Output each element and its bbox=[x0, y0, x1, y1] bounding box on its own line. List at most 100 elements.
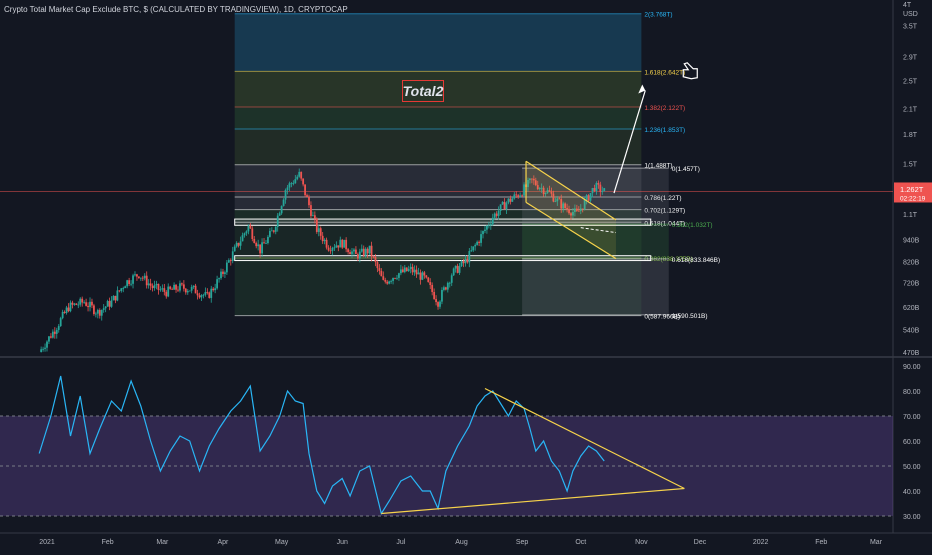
candle-body bbox=[317, 228, 320, 232]
candle-body bbox=[562, 203, 565, 209]
channel-lower-line bbox=[525, 201, 617, 260]
candle-body bbox=[593, 188, 596, 192]
candle-body bbox=[468, 251, 471, 263]
candle-body bbox=[450, 275, 453, 283]
candle-body bbox=[570, 213, 572, 216]
candle-body bbox=[304, 184, 306, 196]
candle-body bbox=[431, 285, 434, 292]
candle-body bbox=[380, 270, 383, 277]
candle-body bbox=[480, 234, 482, 243]
candle-body bbox=[137, 276, 140, 279]
candle-body bbox=[390, 280, 393, 282]
candle-body bbox=[441, 289, 443, 302]
candle-body bbox=[542, 187, 545, 195]
candle-body bbox=[552, 193, 555, 202]
candle-body bbox=[601, 191, 604, 193]
candle-body bbox=[446, 282, 449, 290]
candle-body bbox=[233, 246, 236, 252]
price-axis-tick: 2.5T bbox=[903, 78, 918, 85]
price-axis-unit: USD bbox=[903, 11, 918, 18]
candle-body bbox=[280, 206, 283, 214]
candle-body bbox=[417, 272, 420, 275]
candle-body bbox=[57, 326, 60, 330]
candle-body bbox=[237, 242, 240, 246]
candle-body bbox=[331, 247, 334, 251]
candle-body bbox=[65, 307, 68, 313]
candle-body bbox=[560, 199, 563, 209]
projection-dashed-line bbox=[580, 227, 617, 234]
candle-body bbox=[499, 204, 502, 211]
price-pane bbox=[0, 0, 893, 356]
candle-body bbox=[521, 195, 524, 197]
candle-body bbox=[290, 183, 293, 185]
candle-body bbox=[222, 271, 224, 274]
candle-body bbox=[587, 195, 590, 201]
candle-body bbox=[278, 213, 281, 216]
candle-body bbox=[401, 269, 404, 273]
candle-body bbox=[329, 250, 332, 252]
candle-body bbox=[268, 230, 271, 237]
price-axis-tick: 2.9T bbox=[903, 54, 918, 61]
candle-body bbox=[482, 231, 484, 235]
time-axis-tick: 2022 bbox=[753, 539, 769, 546]
candle-body bbox=[556, 198, 559, 202]
candle-body bbox=[257, 244, 260, 247]
time-axis-tick: Jul bbox=[396, 539, 405, 546]
fib-band bbox=[234, 107, 642, 130]
candle-body bbox=[564, 203, 567, 209]
candle-body bbox=[349, 252, 351, 255]
candle-body bbox=[89, 301, 91, 308]
candle-body bbox=[386, 281, 389, 284]
time-axis-tick: Feb bbox=[815, 539, 827, 546]
candle-body bbox=[478, 241, 480, 243]
candle-body bbox=[460, 261, 463, 267]
candle-body bbox=[366, 248, 369, 254]
time-axis-tick: Aug bbox=[455, 539, 468, 546]
candle-body bbox=[403, 267, 406, 273]
candle-body bbox=[46, 341, 48, 348]
candle-body bbox=[286, 187, 289, 191]
fib-level-label-small: 1(590.501B) bbox=[672, 313, 708, 320]
candle-body bbox=[276, 215, 279, 227]
candle-body bbox=[540, 187, 543, 189]
candle-body bbox=[114, 295, 117, 301]
candle-body bbox=[409, 266, 412, 269]
candle-body bbox=[532, 178, 535, 181]
candle-body bbox=[374, 256, 377, 263]
candle-body bbox=[574, 208, 576, 212]
candle-body bbox=[544, 192, 547, 195]
fib-level-label-small: 0(1.457T) bbox=[672, 166, 700, 173]
price-axis-tick: 4T bbox=[903, 2, 912, 9]
candle-body bbox=[157, 283, 160, 290]
candle-body bbox=[310, 205, 312, 216]
candle-body bbox=[169, 286, 172, 289]
candle-body bbox=[120, 288, 123, 291]
candle-body bbox=[398, 273, 400, 278]
candle-body bbox=[399, 269, 402, 274]
fib-band-small bbox=[522, 258, 669, 315]
candle-body bbox=[517, 195, 520, 197]
candle-body bbox=[306, 195, 308, 197]
candle-body bbox=[91, 301, 93, 306]
candle-body bbox=[364, 248, 367, 256]
candle-body bbox=[51, 331, 54, 338]
candle-body bbox=[50, 336, 52, 338]
breakout-arrow-line bbox=[613, 90, 646, 194]
candle-body bbox=[505, 202, 508, 210]
candle-body bbox=[163, 288, 166, 292]
candle-body bbox=[116, 290, 119, 301]
candle-body bbox=[327, 247, 330, 251]
candle-body bbox=[122, 288, 125, 289]
candle-body bbox=[81, 298, 84, 303]
candle-body bbox=[319, 228, 322, 236]
candle-body bbox=[407, 268, 410, 272]
candle-body bbox=[143, 275, 146, 279]
candle-body bbox=[548, 190, 551, 192]
price-axis-tick: 1.8T bbox=[903, 132, 918, 139]
candle-body bbox=[40, 349, 43, 352]
candle-body bbox=[153, 285, 156, 289]
fib-level-label: 1.382(2.122T) bbox=[644, 105, 685, 112]
breakout-arrow-head bbox=[638, 84, 646, 94]
